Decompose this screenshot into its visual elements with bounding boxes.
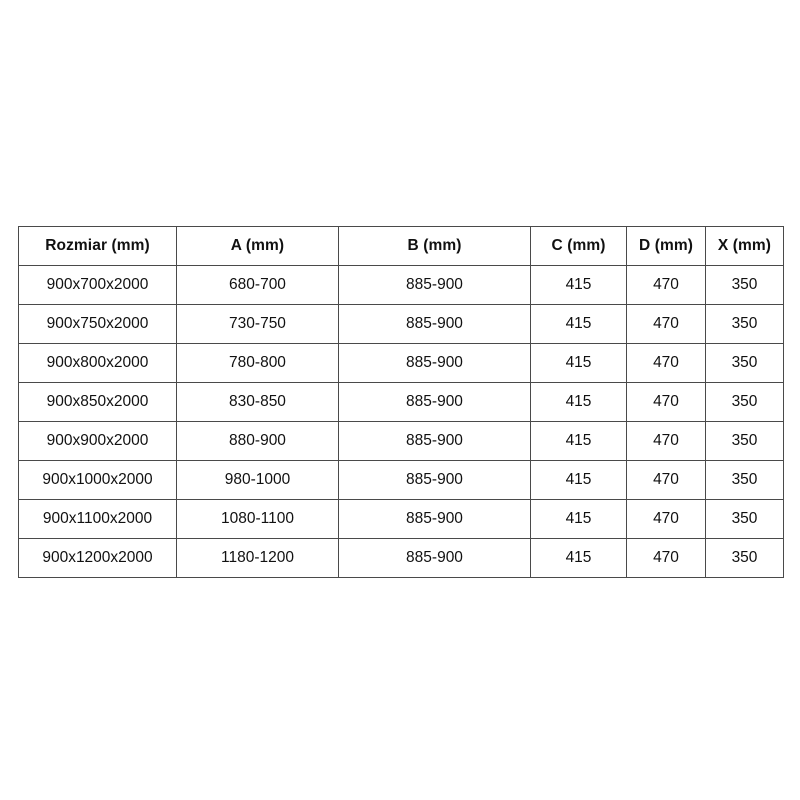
cell-c: 415 (530, 499, 627, 539)
specification-table: Rozmiar (mm) A (mm) B (mm) C (mm) D (mm)… (18, 226, 784, 578)
cell-size: 900x800x2000 (18, 343, 177, 383)
cell-size: 900x1200x2000 (18, 538, 177, 578)
column-header-x: X (mm) (705, 226, 784, 266)
cell-a: 1180-1200 (176, 538, 339, 578)
column-header-size: Rozmiar (mm) (18, 226, 177, 266)
table-row: 900x1100x2000 1080-1100 885-900 415 470 … (18, 499, 784, 539)
cell-b: 885-900 (338, 343, 531, 383)
cell-c: 415 (530, 304, 627, 344)
table-row: 900x800x2000 780-800 885-900 415 470 350 (18, 343, 784, 383)
cell-d: 470 (626, 538, 706, 578)
cell-b: 885-900 (338, 265, 531, 305)
cell-a: 1080-1100 (176, 499, 339, 539)
cell-d: 470 (626, 382, 706, 422)
cell-b: 885-900 (338, 382, 531, 422)
cell-a: 730-750 (176, 304, 339, 344)
cell-x: 350 (705, 538, 784, 578)
cell-a: 880-900 (176, 421, 339, 461)
cell-size: 900x1100x2000 (18, 499, 177, 539)
cell-c: 415 (530, 538, 627, 578)
cell-x: 350 (705, 304, 784, 344)
table-row: 900x1000x2000 980-1000 885-900 415 470 3… (18, 460, 784, 500)
cell-d: 470 (626, 265, 706, 305)
cell-x: 350 (705, 343, 784, 383)
cell-x: 350 (705, 382, 784, 422)
cell-x: 350 (705, 460, 784, 500)
cell-c: 415 (530, 265, 627, 305)
table-header: Rozmiar (mm) A (mm) B (mm) C (mm) D (mm)… (18, 226, 784, 266)
cell-b: 885-900 (338, 304, 531, 344)
cell-d: 470 (626, 343, 706, 383)
column-header-c: C (mm) (530, 226, 627, 266)
cell-d: 470 (626, 460, 706, 500)
table-row: 900x700x2000 680-700 885-900 415 470 350 (18, 265, 784, 305)
cell-b: 885-900 (338, 421, 531, 461)
cell-a: 980-1000 (176, 460, 339, 500)
cell-b: 885-900 (338, 538, 531, 578)
specification-table-container: Rozmiar (mm) A (mm) B (mm) C (mm) D (mm)… (18, 226, 784, 578)
cell-size: 900x900x2000 (18, 421, 177, 461)
cell-a: 680-700 (176, 265, 339, 305)
cell-c: 415 (530, 421, 627, 461)
table-row: 900x750x2000 730-750 885-900 415 470 350 (18, 304, 784, 344)
table-header-row: Rozmiar (mm) A (mm) B (mm) C (mm) D (mm)… (18, 226, 784, 266)
table-body: 900x700x2000 680-700 885-900 415 470 350… (18, 265, 784, 578)
cell-size: 900x850x2000 (18, 382, 177, 422)
cell-a: 830-850 (176, 382, 339, 422)
cell-x: 350 (705, 421, 784, 461)
table-row: 900x900x2000 880-900 885-900 415 470 350 (18, 421, 784, 461)
cell-c: 415 (530, 343, 627, 383)
cell-b: 885-900 (338, 460, 531, 500)
column-header-b: B (mm) (338, 226, 531, 266)
cell-size: 900x700x2000 (18, 265, 177, 305)
cell-c: 415 (530, 460, 627, 500)
cell-d: 470 (626, 421, 706, 461)
cell-a: 780-800 (176, 343, 339, 383)
cell-d: 470 (626, 499, 706, 539)
cell-size: 900x1000x2000 (18, 460, 177, 500)
cell-d: 470 (626, 304, 706, 344)
table-row: 900x1200x2000 1180-1200 885-900 415 470 … (18, 538, 784, 578)
cell-x: 350 (705, 499, 784, 539)
table-row: 900x850x2000 830-850 885-900 415 470 350 (18, 382, 784, 422)
cell-c: 415 (530, 382, 627, 422)
cell-x: 350 (705, 265, 784, 305)
cell-b: 885-900 (338, 499, 531, 539)
cell-size: 900x750x2000 (18, 304, 177, 344)
column-header-a: A (mm) (176, 226, 339, 266)
column-header-d: D (mm) (626, 226, 706, 266)
